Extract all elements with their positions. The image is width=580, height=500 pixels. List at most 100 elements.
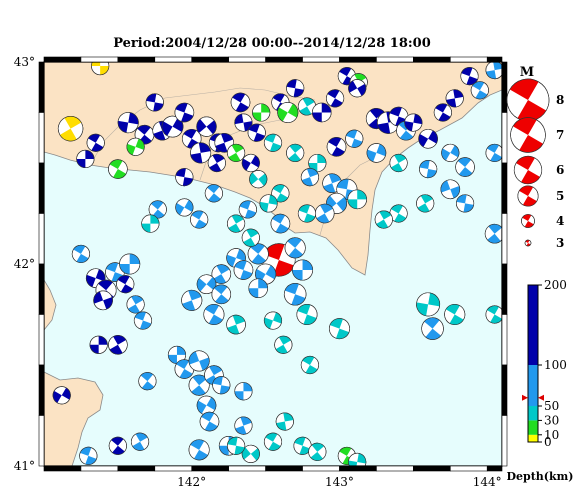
magnitude-legend-label: 5 <box>556 189 564 203</box>
magnitude-legend-ball <box>506 78 550 122</box>
magnitude-legend-label: 8 <box>556 93 564 107</box>
border-segment-top <box>191 56 229 63</box>
border-segment-right <box>501 415 508 467</box>
focal-mechanism-beachball <box>234 416 253 435</box>
focal-mechanism-beachball <box>328 318 350 340</box>
longitude-tick-label: 144° <box>473 475 502 489</box>
depth-tick-label: 100 <box>544 358 567 372</box>
focal-mechanism-beachball <box>204 184 223 203</box>
border-segment-top <box>413 56 451 63</box>
latitude-tick-label: 42° <box>14 257 35 271</box>
focal-mechanism-beachball <box>263 311 283 330</box>
focal-mechanism-beachball <box>227 143 246 162</box>
focal-mechanism-beachball <box>175 198 194 217</box>
focal-mechanism-beachball <box>366 143 387 163</box>
focal-mechanism-beachball <box>79 446 98 465</box>
border-segment-top <box>265 56 303 63</box>
depth-scale-label: Depth(km) <box>507 470 574 483</box>
magnitude-legend-ball <box>510 117 546 153</box>
border-segment-bottom <box>43 465 82 472</box>
border-segment-top <box>228 56 266 63</box>
focal-mechanism-beachball <box>234 382 253 401</box>
border-segment-bottom <box>154 465 193 472</box>
focal-mechanism-beachball <box>433 103 452 122</box>
focal-mechanism-beachball <box>308 442 327 461</box>
focal-mechanism-beachball <box>117 112 139 134</box>
focal-mechanism-beachball <box>404 113 423 132</box>
depth-tick-label: 200 <box>544 278 567 292</box>
focal-mechanism-beachball <box>274 335 293 354</box>
focal-mechanism-beachball <box>441 143 460 162</box>
border-segment-right <box>501 112 508 164</box>
border-segment-left <box>38 112 45 164</box>
focal-mechanism-beachball <box>374 210 393 229</box>
focal-mechanism-beachball <box>347 189 367 210</box>
focal-mechanism-beachball <box>181 289 203 311</box>
focal-mechanism-beachball <box>196 116 217 137</box>
focal-mechanism-beachball <box>233 260 254 280</box>
focal-mechanism-beachball <box>389 204 408 223</box>
focal-mechanism-beachball <box>416 194 435 213</box>
focal-mechanism-beachball <box>277 102 299 123</box>
focal-mechanism-beachball <box>259 194 278 213</box>
focal-mechanism-beachball <box>311 102 332 123</box>
border-segment-top <box>154 56 193 63</box>
focal-mechanism-beachball <box>389 153 408 173</box>
focal-mechanism-beachball <box>284 237 306 259</box>
border-segment-left <box>38 61 45 113</box>
focal-mechanism-beachball <box>116 275 135 294</box>
focal-mechanism-beachball <box>203 304 225 325</box>
focal-mechanism-beachball <box>249 170 268 189</box>
focal-mechanism-beachball <box>286 143 305 162</box>
focal-mechanism-beachball <box>241 228 260 247</box>
magnitude-legend-ball <box>521 214 535 228</box>
focal-mechanism-beachball <box>460 67 479 86</box>
focal-mechanism-beachball <box>227 214 246 233</box>
magnitude-legend-label: 3 <box>556 236 564 250</box>
latitude-tick-label: 43° <box>14 55 35 69</box>
border-segment-top <box>302 56 340 63</box>
focal-mechanism-beachball <box>484 223 502 244</box>
border-segment-bottom <box>413 465 451 472</box>
depth-scale-segment <box>528 434 538 442</box>
focal-mechanism-beachball <box>108 335 128 355</box>
focal-mechanism-beachball <box>485 143 502 162</box>
focal-mechanism-beachball <box>211 284 232 305</box>
focal-mechanism-beachball <box>348 79 367 98</box>
depth-scale-segment <box>528 406 538 421</box>
focal-mechanism-beachball <box>108 159 128 179</box>
focal-mechanism-beachball <box>93 290 113 311</box>
focal-mechanism-beachball <box>275 412 294 431</box>
depth-tick-label: 50 <box>544 399 559 413</box>
depth-marker <box>522 394 544 401</box>
focal-mechanism-beachball <box>138 372 157 391</box>
focal-mechanism-beachball <box>89 335 108 354</box>
focal-mechanism-beachball <box>325 89 345 108</box>
focal-mechanism-beachball <box>444 304 466 325</box>
focal-mechanism-beachball <box>91 62 110 76</box>
focal-mechanism-beachball <box>326 137 347 157</box>
focal-mechanism-beachball <box>300 168 319 187</box>
focal-mechanism-beachball <box>455 157 475 177</box>
focal-mechanism-beachball <box>126 137 145 156</box>
focal-mechanism-beachball <box>419 159 438 179</box>
border-segment-top <box>80 56 119 63</box>
map-title: Period:2004/12/28 00:00--2014/12/28 18:0… <box>113 36 431 51</box>
depth-tick-label: 0 <box>544 435 552 449</box>
border-segment-left <box>38 415 45 467</box>
magnitude-legend-ball <box>517 185 539 207</box>
focal-mechanism-beachball <box>238 200 257 219</box>
focal-mechanism-beachball <box>286 79 305 98</box>
focal-mechanism-beachball <box>196 395 217 416</box>
border-segment-bottom <box>265 465 303 472</box>
map-border-scale <box>38 56 508 472</box>
border-segment-bottom <box>80 465 119 472</box>
longitude-tick-label: 143° <box>325 475 354 489</box>
border-segment-top <box>486 56 503 63</box>
focal-mechanism-beachball <box>212 376 231 395</box>
focal-mechanism-beachball <box>345 129 364 148</box>
focal-mechanism-beachball <box>416 292 441 317</box>
border-segment-bottom <box>302 465 340 472</box>
magnitude-legend: M 8 7 6 5 4 3 <box>506 65 564 250</box>
oshima-peninsula-land <box>44 279 57 331</box>
